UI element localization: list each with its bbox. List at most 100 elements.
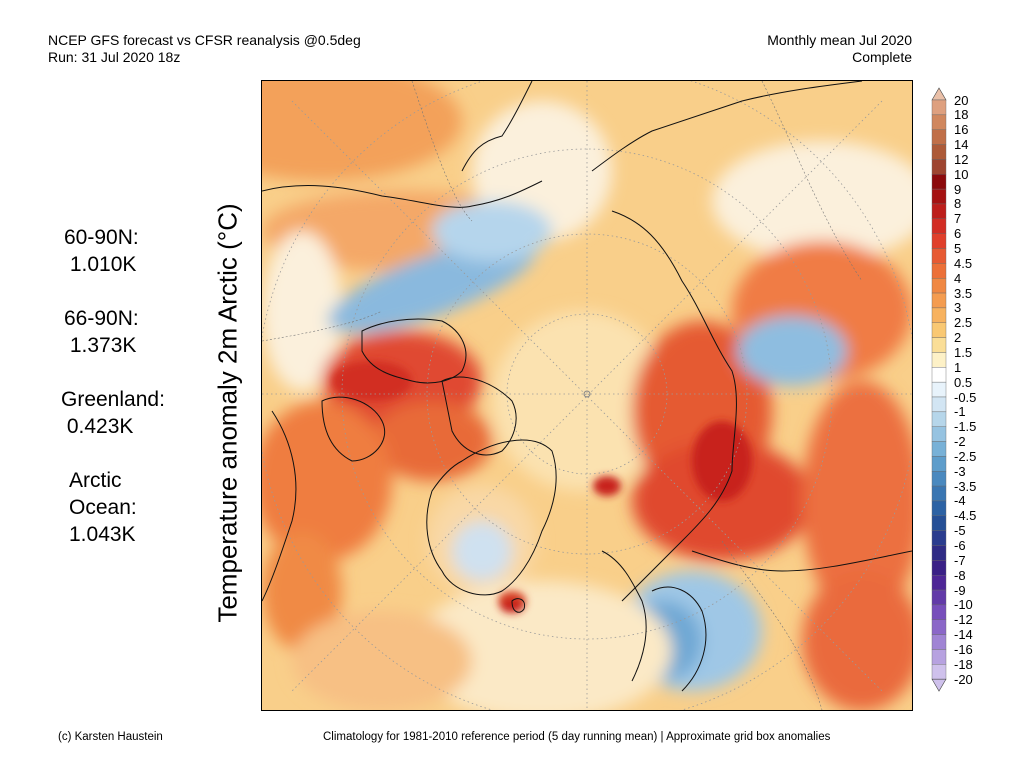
legend-tick-label: 14 <box>954 137 969 153</box>
stat-label: Greenland: <box>61 388 165 411</box>
legend-tick-label: 7 <box>954 211 962 227</box>
stat-label: Arctic <box>69 469 122 492</box>
legend-tick-label: 4.5 <box>954 255 973 271</box>
stat-greenland: Greenland: 0.423K <box>61 386 165 440</box>
legend-tick-label: 2 <box>954 330 962 346</box>
legend-arrow-top <box>931 87 947 101</box>
north-pole-marker <box>583 390 591 398</box>
legend-swatch <box>931 485 947 502</box>
legend-tick-label: 1.5 <box>954 344 973 360</box>
legend-tick-label: -3.5 <box>954 478 977 494</box>
legend-tick-label: -2.5 <box>954 448 977 464</box>
legend-tick-label: -10 <box>954 597 973 613</box>
legend-swatch <box>931 396 947 413</box>
legend-swatch <box>931 426 947 442</box>
legend-tick-label: -9 <box>954 582 966 598</box>
legend-tick-label: 16 <box>954 122 969 138</box>
legend-tick-label: -12 <box>954 612 973 628</box>
legend-tick-label: 0.5 <box>954 374 973 390</box>
header-left: NCEP GFS forecast vs CFSR reanalysis @0.… <box>48 32 361 66</box>
stat-value: 1.010K <box>69 253 137 276</box>
legend-tick-label: -5 <box>954 523 966 539</box>
legend-tick-label: 3.5 <box>954 285 973 301</box>
map-canvas <box>262 81 912 710</box>
stat-value: 1.043K <box>69 523 136 546</box>
legend-swatch <box>931 530 947 546</box>
legend-tick-label: -1.5 <box>954 419 977 435</box>
legend-swatch <box>931 500 947 517</box>
legend-tick-label: -0.5 <box>954 389 977 405</box>
legend-swatch <box>931 664 947 680</box>
legend-tick-label: 6 <box>954 226 962 242</box>
legend-tick-label: -7 <box>954 552 966 568</box>
legend-swatch <box>931 575 947 591</box>
legend-swatch <box>931 203 947 219</box>
graticule <box>262 81 912 710</box>
legend-swatch <box>931 456 947 472</box>
legend-swatch <box>931 277 947 294</box>
legend-tick-label: -8 <box>954 567 966 583</box>
legend-swatch <box>931 441 947 457</box>
legend-swatch <box>931 619 947 635</box>
legend-swatch <box>931 99 947 116</box>
legend-swatch <box>931 322 947 338</box>
color-legend-bar <box>931 87 947 692</box>
legend-tick-label: 2.5 <box>954 315 973 331</box>
legend-swatch <box>931 114 947 130</box>
legend-swatch <box>931 352 947 368</box>
legend-tick-label: -3 <box>954 463 966 479</box>
legend-swatch <box>931 292 947 309</box>
stat-arctic-ocean: Arctic Ocean: 1.043K <box>69 467 137 548</box>
legend-tick-label: -18 <box>954 656 973 672</box>
legend-arrow-bottom <box>931 678 947 692</box>
legend-swatch <box>931 144 947 160</box>
legend-tick-label: -16 <box>954 641 973 657</box>
legend-swatch <box>931 411 947 427</box>
legend-swatch <box>931 337 947 353</box>
legend-swatch <box>931 367 947 383</box>
stat-label: Ocean: <box>69 496 137 519</box>
legend-tick-label: 10 <box>954 166 969 182</box>
legend-tick-label: 12 <box>954 151 969 167</box>
coastlines <box>262 81 912 692</box>
legend-tick-label: 8 <box>954 196 962 212</box>
legend-swatch <box>931 218 947 234</box>
color-legend <box>930 86 948 703</box>
legend-swatch <box>931 649 947 665</box>
stat-66-90n: 66-90N: 1.373K <box>64 305 139 359</box>
borders <box>262 81 863 710</box>
legend-swatch <box>931 381 947 398</box>
legend-swatch <box>931 545 947 561</box>
legend-tick-label: -4 <box>954 493 966 509</box>
header-run: Run: 31 Jul 2020 18z <box>48 49 181 65</box>
legend-swatch <box>931 174 947 190</box>
stat-label: 66-90N: <box>64 307 139 330</box>
legend-swatch <box>931 560 947 576</box>
header-title: NCEP GFS forecast vs CFSR reanalysis @0.… <box>48 32 361 48</box>
legend-tick-label: 20 <box>954 92 969 108</box>
stat-60-90n: 60-90N: 1.010K <box>64 224 139 278</box>
legend-tick-label: 1 <box>954 359 962 375</box>
legend-tick-label: 3 <box>954 300 962 316</box>
legend-tick-label: -2 <box>954 434 966 450</box>
legend-tick-label: 9 <box>954 181 962 197</box>
legend-swatch <box>931 188 947 205</box>
legend-tick-label: -4.5 <box>954 508 977 524</box>
footer-credit: (c) Karsten Haustein <box>58 731 163 743</box>
legend-tick-label: 18 <box>954 107 969 123</box>
stat-value: 1.373K <box>69 334 137 357</box>
legend-swatch <box>931 471 947 487</box>
header-status: Complete <box>852 49 912 65</box>
legend-swatch <box>931 515 947 531</box>
arctic-anomaly-map <box>261 80 913 711</box>
legend-tick-label: -6 <box>954 538 966 553</box>
legend-tick-label: -14 <box>954 627 973 643</box>
header-period: Monthly mean Jul 2020 <box>767 32 912 48</box>
legend-tick-label: -1 <box>954 404 966 420</box>
legend-swatch <box>931 159 947 175</box>
stat-label: 60-90N: <box>64 226 139 249</box>
legend-swatch <box>931 248 947 264</box>
legend-swatch <box>931 634 947 650</box>
legend-swatch <box>931 604 947 620</box>
legend-tick-label: 4 <box>954 270 962 286</box>
